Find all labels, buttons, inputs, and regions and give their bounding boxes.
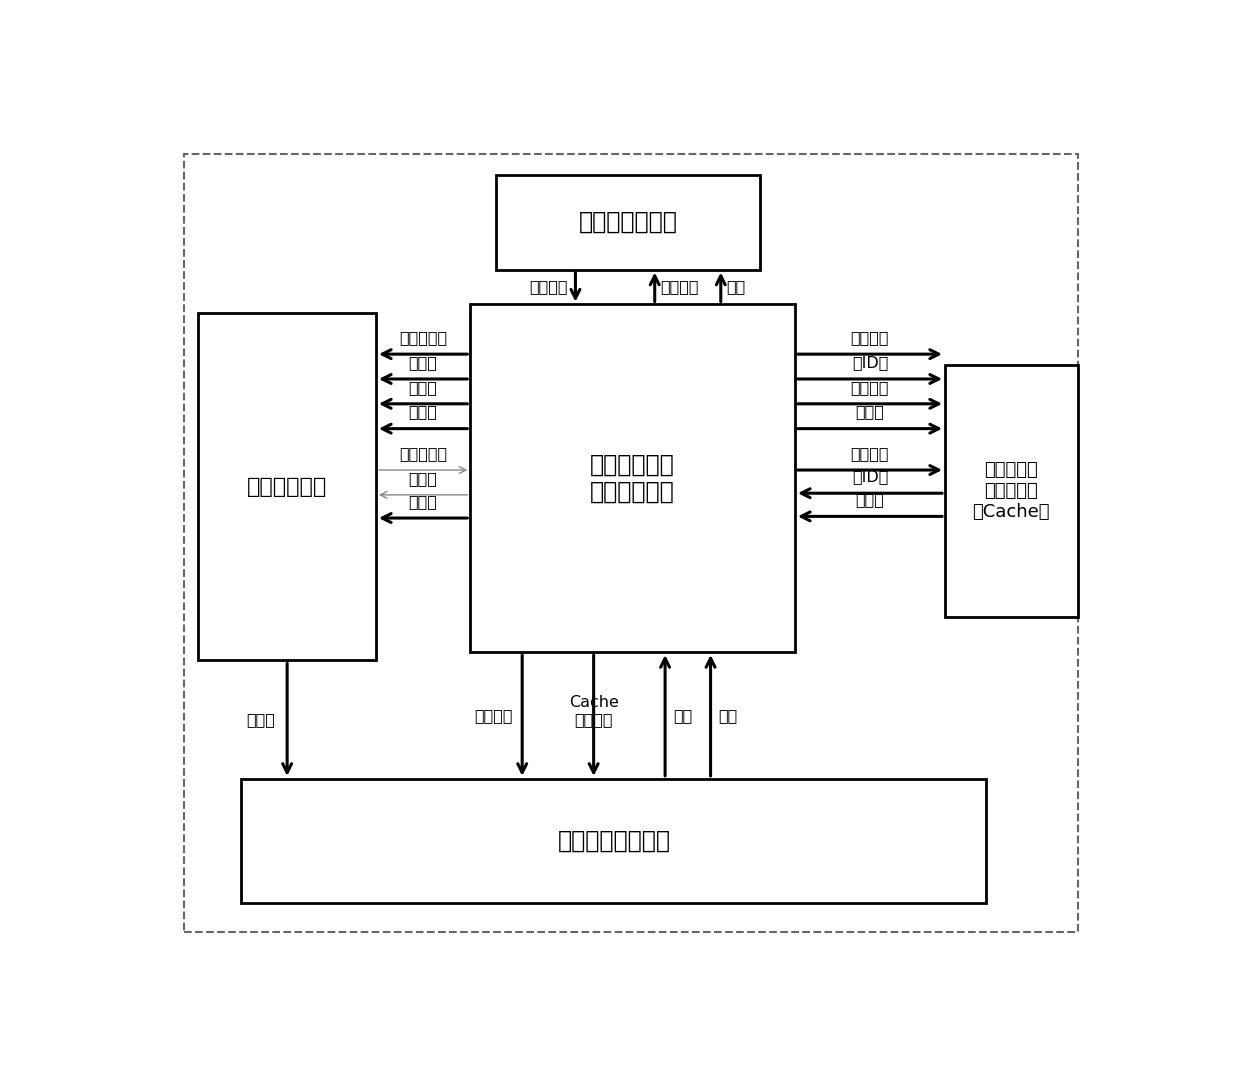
- Text: 操作类型: 操作类型: [851, 330, 889, 345]
- Text: 比较使能: 比较使能: [474, 708, 512, 723]
- Text: 写使能: 写使能: [409, 355, 438, 370]
- Text: 初始化完成: 初始化完成: [399, 446, 448, 461]
- Text: 待验证高速
缓冲存储器
（Cache）: 待验证高速 缓冲存储器 （Cache）: [972, 461, 1050, 521]
- Text: 约束指导测试
激励生成模块: 约束指导测试 激励生成模块: [590, 453, 675, 504]
- Text: 错误: 错误: [673, 708, 692, 723]
- Bar: [198, 313, 376, 660]
- Text: 读ID号: 读ID号: [852, 469, 888, 484]
- Text: 数据有效: 数据有效: [851, 446, 889, 461]
- Text: 访存地址: 访存地址: [851, 379, 889, 395]
- Text: 读ID号: 读ID号: [852, 355, 888, 370]
- Text: 写数据: 写数据: [856, 404, 884, 419]
- Text: 数据镜像模块: 数据镜像模块: [247, 476, 327, 497]
- Text: 写数据: 写数据: [409, 404, 438, 419]
- Text: 读数据: 读数据: [856, 492, 884, 507]
- Text: 读数据: 读数据: [247, 712, 275, 727]
- Text: 伪随机数产生器: 伪随机数产生器: [579, 210, 678, 234]
- Text: 读使能: 读使能: [409, 471, 438, 486]
- Bar: [242, 778, 986, 903]
- Text: 初始化启动: 初始化启动: [399, 330, 448, 345]
- Bar: [470, 304, 795, 653]
- Text: 种子: 种子: [727, 280, 745, 295]
- Text: 错误自动检查模块: 错误自动检查模块: [557, 829, 671, 852]
- Text: 超时: 超时: [718, 708, 738, 723]
- Text: Cache
返回数据: Cache 返回数据: [569, 696, 619, 728]
- Bar: [945, 364, 1078, 617]
- Text: 写地址: 写地址: [409, 379, 438, 395]
- Text: 伪随机数: 伪随机数: [529, 280, 568, 295]
- Bar: [496, 174, 760, 270]
- Text: 读地址: 读地址: [409, 493, 438, 508]
- Text: 产生使能: 产生使能: [661, 280, 699, 295]
